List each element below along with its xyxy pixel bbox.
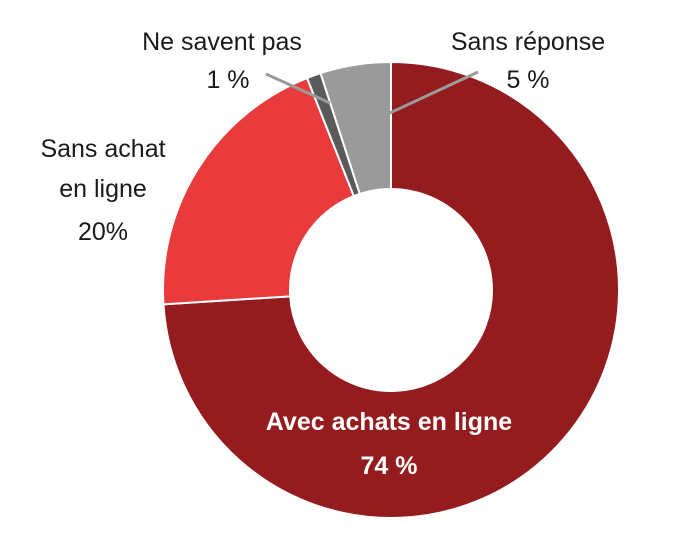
slice-value-sans-reponse: 5 %: [506, 66, 549, 94]
slice-label-sans-achat-line2: en ligne: [59, 175, 147, 203]
slice-label-sans-reponse: Sans réponse: [451, 28, 605, 56]
slice-value-ne-savent-pas: 1 %: [206, 66, 249, 94]
leaders-group: [265, 70, 479, 127]
leader-line-ne-savent-pas: [265, 72, 331, 105]
slices-group: [162, 60, 620, 519]
slice-sans-r-ponse: [319, 60, 392, 196]
leader-line-sans-reponse: [363, 70, 479, 127]
slice-label-sans-achat-line1: Sans achat: [40, 135, 165, 163]
slice-avec-achats-en-ligne: [162, 60, 620, 519]
slice-label-avec-achats: Avec achats en ligne: [266, 408, 512, 436]
slice-label-ne-savent-pas: Ne savent pas: [142, 28, 302, 56]
slice-value-avec-achats: 74 %: [361, 452, 418, 480]
slice-value-sans-achat: 20%: [78, 218, 128, 246]
